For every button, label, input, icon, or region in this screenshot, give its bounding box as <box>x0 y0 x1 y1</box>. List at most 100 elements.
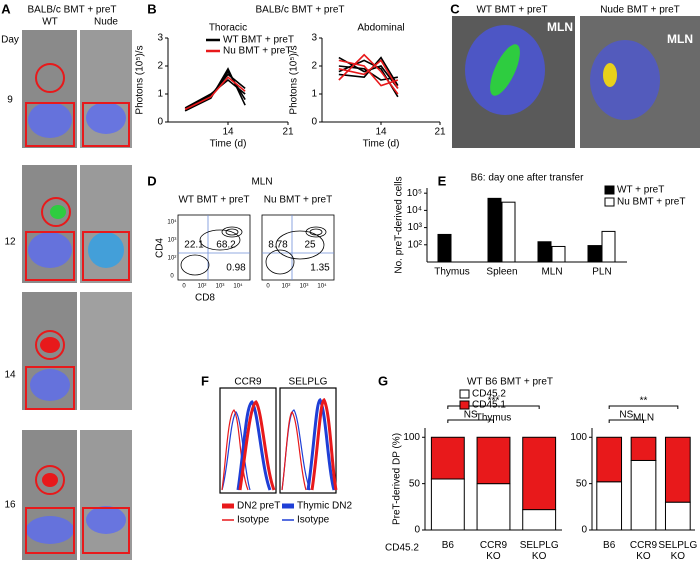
quadrant-value: 68.2 <box>216 240 236 251</box>
bar <box>437 233 452 263</box>
y-tick-label: 0 <box>581 525 587 536</box>
significance-bracket <box>608 405 679 409</box>
day-label: 9 <box>7 95 13 106</box>
significance-bracket <box>608 419 644 423</box>
y-tick-label: 0 <box>170 274 174 280</box>
panel-title: WT B6 BMT + preT <box>467 377 553 388</box>
y-axis-label: No. preT-derived cells <box>394 176 405 273</box>
chart-title: Thoracic <box>209 23 247 34</box>
image-title: Nude BMT + preT <box>600 5 680 16</box>
data-line <box>338 56 399 89</box>
plot-title: Nu BMT + preT <box>264 195 332 206</box>
bar-segment <box>664 501 691 531</box>
y-tick-label: 10⁴ <box>407 205 422 216</box>
legend-label: Nu BMT + preT <box>617 197 685 208</box>
legend-label: WT + preT <box>617 185 664 196</box>
chart-title: MLN <box>633 413 654 424</box>
panel-a-images <box>22 30 132 560</box>
x-tick-label: 0 <box>182 284 186 290</box>
y-tick-label: 3 <box>311 33 317 44</box>
y-tick-label: 2 <box>157 61 163 72</box>
column-label: WT <box>42 17 58 28</box>
panel-label: C <box>450 1 460 16</box>
bar-segment <box>596 481 623 531</box>
legend-label: Isotype <box>297 515 330 526</box>
x-tick-label: PLN <box>592 267 611 278</box>
y-tick-label: 1 <box>157 89 163 100</box>
legend-label: WT BMT + preT <box>223 35 294 46</box>
bar-segment <box>430 478 465 531</box>
x-tick-label: 10² <box>282 284 291 290</box>
legend-label: CD45.2 <box>472 389 506 400</box>
panel-label: B <box>147 1 156 16</box>
x-tick-label: Thymus <box>434 267 470 278</box>
bar-segment <box>664 436 691 503</box>
x-tick-label: MLN <box>541 267 562 278</box>
y-tick-label: 3 <box>157 33 163 44</box>
x-axis-label: Time (d) <box>363 139 400 150</box>
significance-bracket <box>447 405 540 409</box>
y-tick-label: 2 <box>311 61 317 72</box>
y-tick-label: 100 <box>403 432 420 443</box>
image-title: WT BMT + preT <box>476 5 547 16</box>
x-tick-label: Spleen <box>486 267 517 278</box>
significance-label: *** <box>488 396 500 407</box>
y-tick-label: 10⁴ <box>167 219 177 226</box>
day-label: 14 <box>4 370 16 381</box>
y-tick-label: 0 <box>157 117 163 128</box>
x-tick-label: 0 <box>266 284 270 290</box>
chart-title: B6: day one after transfer <box>471 173 585 184</box>
column-label: Nude <box>94 17 118 28</box>
plot-title: SELPLG <box>289 377 328 388</box>
bar <box>587 245 602 263</box>
legend-label: Thymic DN2 <box>297 501 352 512</box>
significance-bracket <box>447 419 494 423</box>
legend-swatch <box>459 389 470 399</box>
day-label: 12 <box>4 237 16 248</box>
annotation: MLN <box>667 32 693 46</box>
panel-title: MLN <box>251 177 272 188</box>
legend-label: Isotype <box>237 515 270 526</box>
panel-label: E <box>438 173 447 188</box>
y-tick-label: 10⁵ <box>407 188 422 199</box>
significance-label: NS <box>619 410 633 421</box>
bar <box>551 245 566 263</box>
y-tick-label: 50 <box>409 478 421 489</box>
significance-label: NS <box>464 410 478 421</box>
legend-label: CD45.1 <box>472 400 506 411</box>
legend-label: Nu BMT + preT <box>223 46 291 57</box>
chart-title: Abdominal <box>357 23 404 34</box>
x-tick-label: B6 <box>441 540 454 551</box>
y-tick-label: 10³ <box>408 222 423 233</box>
panel-label: D <box>147 173 156 188</box>
x-tick-label: B6 <box>603 540 616 551</box>
y-tick-label: 100 <box>570 432 587 443</box>
bar-segment <box>476 483 511 531</box>
legend-swatch <box>604 185 615 195</box>
data-line <box>338 59 399 89</box>
quadrant-value: 22.1 <box>184 240 204 251</box>
bar-segment <box>596 436 623 483</box>
panel-label: F <box>201 373 209 388</box>
y-tick-label: 0 <box>311 117 317 128</box>
panel-f-histograms <box>219 387 338 494</box>
quadrant-value: 0.98 <box>226 263 246 274</box>
bar-segment <box>522 509 557 531</box>
quadrant-value: 1.35 <box>310 263 330 274</box>
y-axis-label: CD4 <box>155 238 166 258</box>
legend-swatch <box>459 400 470 410</box>
y-tick-label: 10³ <box>168 238 177 244</box>
x-tick-label: 14 <box>222 127 234 138</box>
panel-d-flow <box>177 214 335 281</box>
bar-segment <box>476 436 511 485</box>
data-line <box>184 67 246 112</box>
x-tick-label: 21 <box>434 127 446 138</box>
x-tick-label: 21 <box>282 127 294 138</box>
x-tick-label: 10³ <box>300 284 309 290</box>
panel-c-images <box>452 16 700 148</box>
legend-swatch <box>604 197 615 207</box>
x-tick-label: CCR9 KO <box>629 540 658 562</box>
x-tick-label: 10⁴ <box>317 283 327 290</box>
bar-segment <box>630 436 657 461</box>
bar-segment <box>430 436 465 480</box>
